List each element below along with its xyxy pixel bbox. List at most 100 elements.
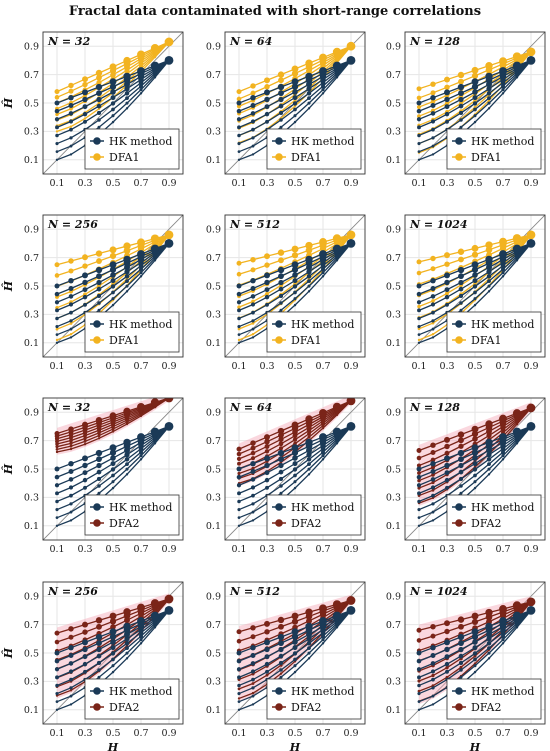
hk-point — [444, 462, 450, 469]
legend-hk-swatch-marker — [93, 687, 101, 695]
hk-point — [472, 639, 478, 645]
hk-point — [55, 325, 59, 329]
dfa2-point — [265, 673, 269, 677]
dfa2-point — [236, 629, 242, 635]
hk-point — [430, 285, 436, 291]
dfa1-point — [150, 43, 160, 53]
n-label: N = 1024 — [409, 585, 468, 598]
dfa1-point — [264, 262, 270, 268]
dfa1-point — [445, 291, 449, 296]
hk-point — [54, 650, 60, 656]
dfa2-point — [68, 634, 74, 640]
legend-hk-swatch-marker — [93, 320, 101, 328]
dfa2-point — [457, 616, 465, 623]
hk-point — [485, 72, 493, 81]
dfa1-point — [291, 245, 299, 253]
x-tick-label: 0.7 — [495, 361, 510, 372]
x-tick-label: 0.7 — [315, 178, 330, 189]
hk-point — [305, 72, 313, 81]
dfa1-point — [471, 66, 479, 74]
hk-point — [277, 633, 285, 641]
y-tick-label: 0.9 — [206, 42, 221, 53]
hk-point — [332, 611, 342, 620]
dfa1-point — [499, 57, 507, 66]
hk-point — [237, 150, 241, 154]
hk-point — [458, 660, 464, 666]
dfa2-point — [445, 665, 449, 670]
legend-hk-label: HK method — [471, 135, 534, 148]
legend-hk-label: HK method — [471, 685, 534, 698]
y-axis-label: Ĥ — [1, 280, 15, 292]
hk-point — [111, 664, 115, 668]
dfa1-point — [164, 37, 174, 47]
hk-point — [137, 250, 145, 258]
hk-point — [457, 266, 465, 274]
hk-point — [83, 669, 87, 674]
legend: HK method DFA2 — [84, 494, 180, 536]
hk-point — [444, 646, 450, 653]
dfa2-point — [150, 599, 160, 608]
legend: HK method DFA2 — [446, 678, 542, 720]
hk-point — [124, 274, 130, 279]
hk-point — [430, 485, 436, 490]
dfa2-point — [416, 627, 422, 633]
x-tick-label: 0.3 — [77, 361, 92, 372]
hk-point — [472, 278, 478, 284]
hk-point — [417, 524, 421, 527]
panel-5: 0.1 0.3 0.5 0.7 0.9 0.1 0.3 0.5 0.7 0.9 N = 512 HK … — [206, 214, 366, 372]
hk-point — [139, 271, 143, 275]
legend: HK method DFA2 — [446, 494, 542, 536]
hk-point — [417, 341, 421, 344]
dfa1-point — [430, 266, 436, 272]
hk-point — [68, 644, 74, 651]
hk-point — [306, 457, 312, 462]
hk-point — [97, 668, 101, 672]
legend-dfa2-label: DFA2 — [471, 701, 501, 714]
x-tick-label: 0.3 — [77, 178, 92, 189]
hk-point — [139, 267, 143, 272]
hk-point — [321, 634, 325, 639]
hk-point — [416, 100, 422, 106]
dfa1-point — [417, 304, 421, 309]
x-tick-label: 0.5 — [105, 361, 120, 372]
hk-point — [125, 284, 129, 288]
hk-point — [321, 450, 325, 455]
legend-hk-swatch-marker — [93, 137, 101, 145]
hk-point — [264, 639, 270, 646]
hk-point — [264, 272, 270, 279]
dfa2-point — [526, 403, 536, 413]
hk-point — [430, 468, 436, 474]
dfa1-point — [82, 81, 88, 88]
hk-point — [486, 457, 492, 462]
y-tick-label: 0.1 — [206, 521, 221, 532]
hk-point — [444, 279, 450, 286]
hk-point — [150, 244, 160, 253]
dfa1-point — [291, 70, 299, 77]
hk-point — [82, 89, 88, 96]
hk-point — [111, 114, 115, 118]
hk-point — [307, 467, 311, 471]
hk-point — [487, 657, 491, 660]
x-tick-label: 0.1 — [411, 361, 426, 372]
panel-frame — [404, 31, 546, 175]
hk-point — [264, 279, 270, 286]
dfa2-point — [96, 623, 102, 630]
hk-point — [499, 67, 507, 75]
x-tick-label: 0.5 — [467, 544, 482, 555]
hk-point — [68, 119, 74, 124]
legend-dfa2-swatch-marker — [455, 519, 463, 527]
dfa2-point — [319, 604, 327, 613]
dfa1-point — [96, 74, 102, 81]
dfa1-point — [68, 258, 74, 264]
legend-dfa2-swatch-marker — [93, 519, 101, 527]
hk-point — [139, 634, 143, 639]
hk-point — [444, 639, 450, 646]
hk-point — [473, 114, 477, 118]
hk-point — [251, 694, 255, 698]
legend-hk-label: HK method — [291, 501, 354, 514]
dfa1-point — [416, 104, 422, 110]
hk-point — [459, 675, 463, 679]
dfa2-point — [417, 679, 421, 683]
hk-point — [55, 692, 59, 696]
hk-point — [501, 642, 505, 645]
